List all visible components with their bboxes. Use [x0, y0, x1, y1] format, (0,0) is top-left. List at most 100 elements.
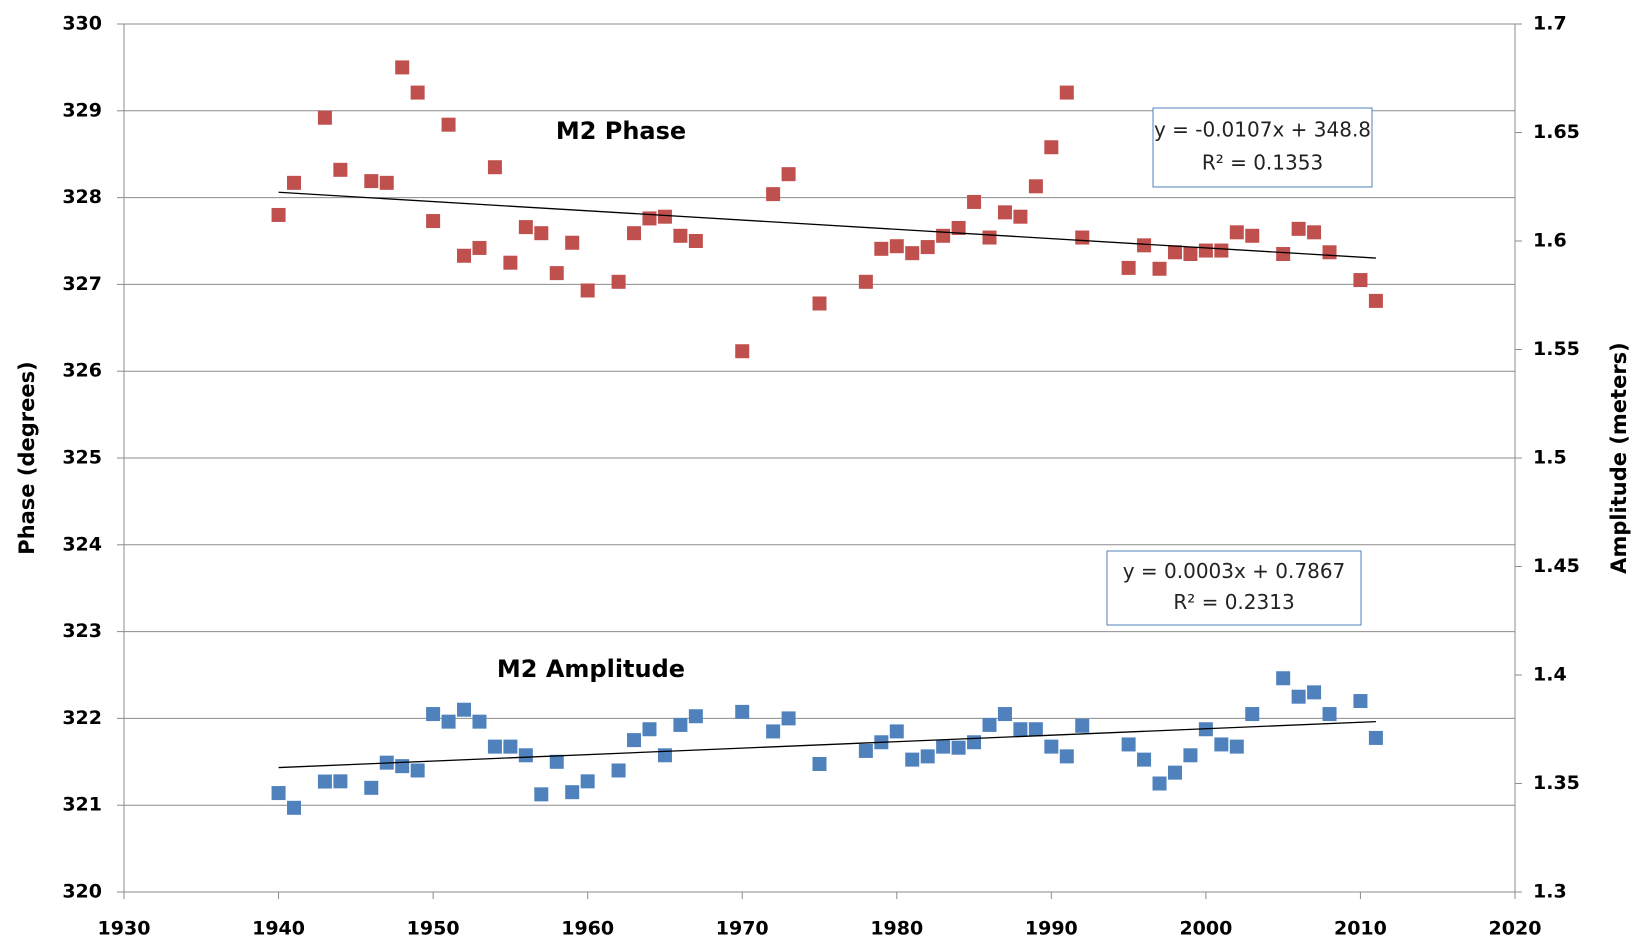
point [1152, 261, 1167, 276]
trendline [278, 191, 1376, 259]
point [1353, 694, 1368, 709]
equation-text: R² = 0.2313 [1173, 590, 1294, 614]
point [997, 707, 1012, 722]
point [333, 162, 348, 177]
point [1291, 689, 1306, 704]
x-tick-label: 1970 [716, 918, 769, 940]
point [1152, 776, 1167, 791]
point [1322, 707, 1337, 722]
point [951, 740, 966, 755]
point [951, 220, 966, 235]
point [1214, 243, 1229, 258]
point [1291, 221, 1306, 236]
point [858, 743, 873, 758]
point [271, 786, 286, 801]
point [410, 763, 425, 778]
point [1307, 225, 1322, 240]
point [889, 724, 904, 739]
point [1044, 140, 1059, 155]
x-tick-label: 1990 [1025, 918, 1078, 940]
point [549, 754, 564, 769]
y-tick-label: 323 [62, 620, 102, 642]
point [1353, 273, 1368, 288]
x-tick-label: 1950 [407, 918, 460, 940]
point [967, 735, 982, 750]
y2-tick-label: 1.6 [1533, 230, 1567, 252]
y-tick-label: 330 [62, 13, 102, 35]
point [457, 248, 472, 263]
point [997, 205, 1012, 220]
y2-tick-label: 1.35 [1533, 772, 1580, 794]
point [1322, 245, 1337, 260]
y2-tick-label: 1.45 [1533, 555, 1580, 577]
point [1183, 748, 1198, 763]
equation-box [1106, 550, 1362, 626]
point [472, 240, 487, 255]
point [271, 207, 286, 222]
point [1167, 245, 1182, 260]
point [1044, 739, 1059, 754]
point [1183, 247, 1198, 262]
point [1121, 737, 1136, 752]
point [627, 226, 642, 241]
point [580, 774, 595, 789]
point [889, 239, 904, 254]
point [287, 175, 302, 190]
point [627, 733, 642, 748]
y-tick-label: 325 [62, 447, 102, 469]
point [1214, 737, 1229, 752]
equation-text: y = -0.0107x + 348.8 [1154, 117, 1371, 141]
point [503, 255, 518, 270]
y-tick-label: 324 [62, 533, 102, 555]
point [395, 759, 410, 774]
point [317, 110, 332, 125]
y2-tick-label: 1.7 [1533, 13, 1567, 35]
series-label: M2 Amplitude [497, 655, 685, 683]
y-tick-label: 328 [62, 186, 102, 208]
equation-text: R² = 0.1353 [1202, 151, 1323, 175]
y2-axis-title: Amplitude (meters) [1607, 342, 1631, 574]
point [812, 756, 827, 771]
y2-tick-label: 1.4 [1533, 664, 1567, 686]
y2-tick-label: 1.5 [1533, 447, 1567, 469]
point [426, 214, 441, 229]
x-tick-label: 2010 [1334, 918, 1387, 940]
x-tick-label: 1980 [870, 918, 923, 940]
x-tick-label: 2020 [1489, 918, 1542, 940]
point [333, 774, 348, 789]
point [1167, 765, 1182, 780]
point [1059, 85, 1074, 100]
point [472, 714, 487, 729]
equation-text: y = 0.0003x + 0.7867 [1123, 559, 1346, 583]
y-tick-label: 322 [62, 707, 102, 729]
y2-tick-label: 1.3 [1533, 881, 1567, 903]
point [920, 749, 935, 764]
point [735, 344, 750, 359]
point [565, 785, 580, 800]
point [379, 175, 394, 190]
point [457, 702, 472, 717]
y-tick-label: 326 [62, 360, 102, 382]
point [518, 220, 533, 235]
point [1137, 752, 1152, 767]
point [1368, 730, 1383, 745]
point [518, 748, 533, 763]
point [967, 194, 982, 209]
point [611, 763, 626, 778]
point [287, 800, 302, 815]
point [1276, 247, 1291, 262]
point [1307, 685, 1322, 700]
point [1075, 230, 1090, 245]
point [688, 709, 703, 724]
point [487, 160, 502, 175]
x-tick-label: 1960 [561, 918, 614, 940]
point [317, 774, 332, 789]
point [1059, 749, 1074, 764]
y2-tick-label: 1.55 [1533, 338, 1580, 360]
point [410, 85, 425, 100]
point [1137, 238, 1152, 253]
point [487, 739, 502, 754]
point [858, 274, 873, 289]
point [534, 787, 549, 802]
